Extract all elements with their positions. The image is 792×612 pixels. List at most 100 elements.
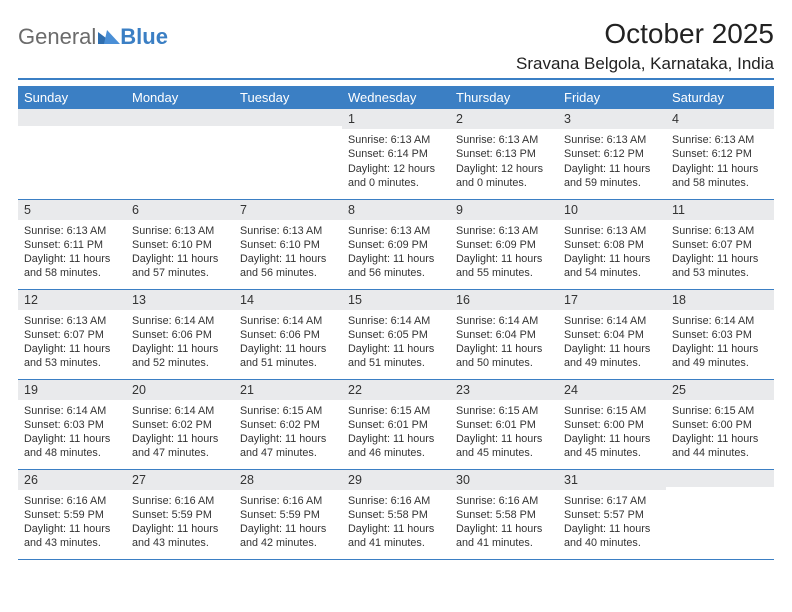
calendar-table: Sunday Monday Tuesday Wednesday Thursday… [18, 86, 774, 560]
calendar-week: 1Sunrise: 6:13 AMSunset: 6:14 PMDaylight… [18, 109, 774, 199]
sunrise-text: Sunrise: 6:13 AM [24, 314, 120, 328]
sunrise-text: Sunrise: 6:13 AM [240, 224, 336, 238]
calendar-cell: 10Sunrise: 6:13 AMSunset: 6:08 PMDayligh… [558, 199, 666, 289]
sunrise-text: Sunrise: 6:15 AM [564, 404, 660, 418]
day-number: 9 [450, 200, 558, 221]
calendar-week: 5Sunrise: 6:13 AMSunset: 6:11 PMDaylight… [18, 199, 774, 289]
sunset-text: Sunset: 5:58 PM [456, 508, 552, 522]
sunset-text: Sunset: 6:00 PM [672, 418, 768, 432]
day-number: 30 [450, 470, 558, 491]
sunset-text: Sunset: 6:09 PM [456, 238, 552, 252]
day-details: Sunrise: 6:13 AMSunset: 6:07 PMDaylight:… [666, 221, 774, 285]
calendar-cell: 26Sunrise: 6:16 AMSunset: 5:59 PMDayligh… [18, 469, 126, 559]
month-title: October 2025 [516, 18, 774, 50]
daylight-text: Daylight: 12 hours and 0 minutes. [348, 162, 444, 191]
calendar-cell: 15Sunrise: 6:14 AMSunset: 6:05 PMDayligh… [342, 289, 450, 379]
day-details: Sunrise: 6:13 AMSunset: 6:12 PMDaylight:… [558, 130, 666, 194]
sunrise-text: Sunrise: 6:13 AM [672, 224, 768, 238]
day-number: 8 [342, 200, 450, 221]
calendar-cell: 5Sunrise: 6:13 AMSunset: 6:11 PMDaylight… [18, 199, 126, 289]
sunset-text: Sunset: 6:08 PM [564, 238, 660, 252]
day-details [234, 127, 342, 183]
day-header: Sunday [18, 86, 126, 109]
sunrise-text: Sunrise: 6:13 AM [564, 224, 660, 238]
day-number: 21 [234, 380, 342, 401]
calendar-cell: 7Sunrise: 6:13 AMSunset: 6:10 PMDaylight… [234, 199, 342, 289]
sunset-text: Sunset: 6:02 PM [132, 418, 228, 432]
calendar-cell: 23Sunrise: 6:15 AMSunset: 6:01 PMDayligh… [450, 379, 558, 469]
day-number: 10 [558, 200, 666, 221]
daylight-text: Daylight: 11 hours and 58 minutes. [24, 252, 120, 281]
day-number: 20 [126, 380, 234, 401]
daylight-text: Daylight: 11 hours and 50 minutes. [456, 342, 552, 371]
day-number: 6 [126, 200, 234, 221]
day-number: 18 [666, 290, 774, 311]
calendar-cell [666, 469, 774, 559]
calendar-cell: 16Sunrise: 6:14 AMSunset: 6:04 PMDayligh… [450, 289, 558, 379]
day-number: 15 [342, 290, 450, 311]
calendar-cell: 19Sunrise: 6:14 AMSunset: 6:03 PMDayligh… [18, 379, 126, 469]
sunrise-text: Sunrise: 6:14 AM [564, 314, 660, 328]
title-block: October 2025 Sravana Belgola, Karnataka,… [516, 18, 774, 74]
sunrise-text: Sunrise: 6:17 AM [564, 494, 660, 508]
daylight-text: Daylight: 11 hours and 47 minutes. [132, 432, 228, 461]
daylight-text: Daylight: 11 hours and 40 minutes. [564, 522, 660, 551]
day-details: Sunrise: 6:15 AMSunset: 6:00 PMDaylight:… [558, 401, 666, 465]
day-details: Sunrise: 6:13 AMSunset: 6:09 PMDaylight:… [450, 221, 558, 285]
sunset-text: Sunset: 5:59 PM [132, 508, 228, 522]
calendar-cell: 24Sunrise: 6:15 AMSunset: 6:00 PMDayligh… [558, 379, 666, 469]
day-details: Sunrise: 6:13 AMSunset: 6:08 PMDaylight:… [558, 221, 666, 285]
day-number: 13 [126, 290, 234, 311]
daylight-text: Daylight: 11 hours and 44 minutes. [672, 432, 768, 461]
daylight-text: Daylight: 11 hours and 41 minutes. [348, 522, 444, 551]
daylight-text: Daylight: 11 hours and 48 minutes. [24, 432, 120, 461]
daylight-text: Daylight: 11 hours and 57 minutes. [132, 252, 228, 281]
daylight-text: Daylight: 11 hours and 52 minutes. [132, 342, 228, 371]
calendar-cell: 11Sunrise: 6:13 AMSunset: 6:07 PMDayligh… [666, 199, 774, 289]
sunset-text: Sunset: 6:06 PM [132, 328, 228, 342]
day-details: Sunrise: 6:13 AMSunset: 6:10 PMDaylight:… [234, 221, 342, 285]
sunset-text: Sunset: 6:00 PM [564, 418, 660, 432]
sunset-text: Sunset: 6:12 PM [672, 147, 768, 161]
daylight-text: Daylight: 11 hours and 53 minutes. [672, 252, 768, 281]
sunrise-text: Sunrise: 6:13 AM [564, 133, 660, 147]
day-number: 11 [666, 200, 774, 221]
day-header: Saturday [666, 86, 774, 109]
daylight-text: Daylight: 11 hours and 55 minutes. [456, 252, 552, 281]
daylight-text: Daylight: 11 hours and 45 minutes. [456, 432, 552, 461]
brand-triangle-icon [98, 24, 120, 50]
sunrise-text: Sunrise: 6:16 AM [348, 494, 444, 508]
top-rule [18, 78, 774, 80]
day-details: Sunrise: 6:16 AMSunset: 5:59 PMDaylight:… [18, 491, 126, 555]
day-details: Sunrise: 6:13 AMSunset: 6:12 PMDaylight:… [666, 130, 774, 194]
sunset-text: Sunset: 6:05 PM [348, 328, 444, 342]
sunset-text: Sunset: 6:12 PM [564, 147, 660, 161]
day-number: 25 [666, 380, 774, 401]
day-details: Sunrise: 6:14 AMSunset: 6:06 PMDaylight:… [126, 311, 234, 375]
day-number: 3 [558, 109, 666, 130]
day-number: 28 [234, 470, 342, 491]
calendar-cell: 17Sunrise: 6:14 AMSunset: 6:04 PMDayligh… [558, 289, 666, 379]
sunrise-text: Sunrise: 6:16 AM [456, 494, 552, 508]
sunrise-text: Sunrise: 6:14 AM [132, 404, 228, 418]
calendar-cell: 29Sunrise: 6:16 AMSunset: 5:58 PMDayligh… [342, 469, 450, 559]
day-details: Sunrise: 6:14 AMSunset: 6:05 PMDaylight:… [342, 311, 450, 375]
sunset-text: Sunset: 6:14 PM [348, 147, 444, 161]
sunset-text: Sunset: 5:59 PM [240, 508, 336, 522]
brand-part1: General [18, 24, 96, 50]
daylight-text: Daylight: 11 hours and 42 minutes. [240, 522, 336, 551]
day-details: Sunrise: 6:15 AMSunset: 6:01 PMDaylight:… [450, 401, 558, 465]
day-number: 12 [18, 290, 126, 311]
calendar-cell: 8Sunrise: 6:13 AMSunset: 6:09 PMDaylight… [342, 199, 450, 289]
calendar-cell [234, 109, 342, 199]
sunrise-text: Sunrise: 6:15 AM [456, 404, 552, 418]
page-header: General Blue October 2025 Sravana Belgol… [18, 18, 774, 74]
day-number: 22 [342, 380, 450, 401]
sunrise-text: Sunrise: 6:14 AM [24, 404, 120, 418]
day-details: Sunrise: 6:13 AMSunset: 6:07 PMDaylight:… [18, 311, 126, 375]
daylight-text: Daylight: 11 hours and 47 minutes. [240, 432, 336, 461]
sunrise-text: Sunrise: 6:13 AM [456, 224, 552, 238]
sunrise-text: Sunrise: 6:14 AM [672, 314, 768, 328]
sunset-text: Sunset: 6:03 PM [24, 418, 120, 432]
day-details: Sunrise: 6:13 AMSunset: 6:13 PMDaylight:… [450, 130, 558, 194]
